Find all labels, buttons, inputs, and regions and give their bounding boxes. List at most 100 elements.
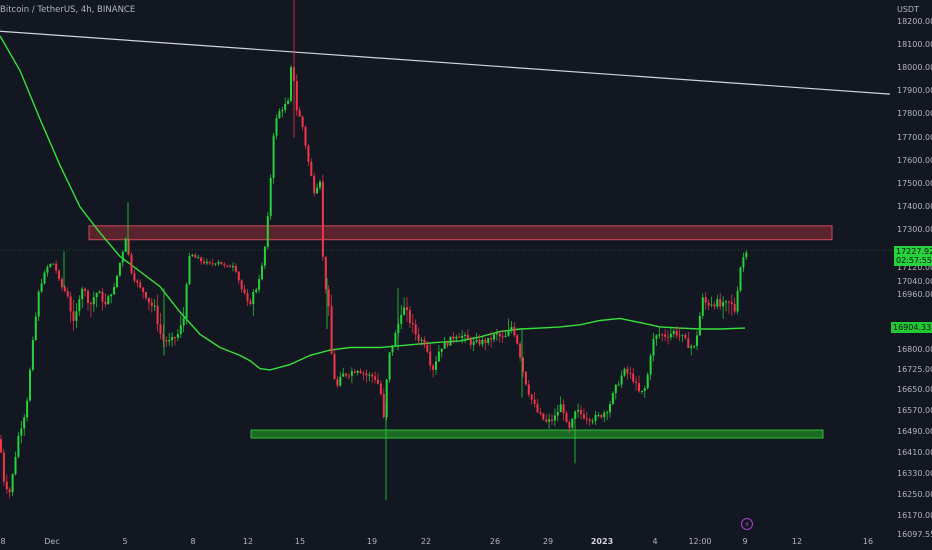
candle-body bbox=[420, 339, 423, 341]
candle-body bbox=[649, 355, 652, 375]
candle-body bbox=[664, 334, 667, 337]
candle-body bbox=[78, 299, 81, 312]
x-tick-label: 8 bbox=[0, 537, 6, 546]
y-tick-label: 16250.00 bbox=[897, 489, 932, 499]
candle-body bbox=[400, 314, 403, 324]
candle-body bbox=[527, 384, 530, 395]
candle-body bbox=[150, 302, 153, 306]
candle-body bbox=[388, 352, 391, 380]
y-tick-label: 16330.00 bbox=[897, 468, 932, 478]
candle-body bbox=[330, 306, 333, 354]
candle-body bbox=[371, 374, 374, 377]
candle-body bbox=[495, 333, 498, 335]
candle-body bbox=[455, 336, 458, 339]
candle-body bbox=[240, 280, 243, 290]
candle-body bbox=[594, 415, 597, 421]
candle-body bbox=[17, 435, 20, 457]
candle-body bbox=[443, 342, 446, 349]
candle-body bbox=[377, 379, 379, 384]
candle-body bbox=[272, 135, 275, 178]
candle-body bbox=[203, 261, 205, 264]
candle-body bbox=[113, 286, 116, 295]
candle-body bbox=[89, 302, 92, 305]
x-tick-label: 5 bbox=[122, 537, 128, 546]
candle-body bbox=[620, 375, 623, 385]
candle-body bbox=[391, 345, 394, 353]
candle-body bbox=[643, 388, 646, 391]
candle-body bbox=[548, 419, 551, 422]
candle-body bbox=[165, 340, 168, 342]
candle-body bbox=[432, 365, 435, 370]
candle-body bbox=[188, 256, 191, 285]
candle-body bbox=[739, 267, 742, 291]
candle-body bbox=[745, 252, 748, 258]
candle-body bbox=[632, 373, 635, 382]
candle-body bbox=[545, 419, 548, 422]
candle-body bbox=[336, 379, 339, 386]
candle-body bbox=[672, 331, 675, 334]
candle-body bbox=[417, 334, 420, 341]
candle-body bbox=[243, 289, 246, 294]
candle-body bbox=[0, 439, 2, 453]
candle-body bbox=[313, 175, 316, 194]
x-tick-label: 12 bbox=[791, 537, 803, 546]
candle-body bbox=[553, 415, 556, 421]
candle-body bbox=[159, 324, 162, 334]
support-zone bbox=[250, 429, 824, 439]
candle-body bbox=[725, 301, 727, 303]
candle-body bbox=[324, 256, 327, 290]
candle-body bbox=[658, 334, 661, 336]
x-tick-label: 12:00 bbox=[688, 537, 712, 546]
candle-body bbox=[223, 264, 226, 266]
candle-body bbox=[200, 257, 203, 262]
candle-body bbox=[655, 335, 658, 340]
candle-body bbox=[249, 300, 252, 305]
y-tick-label: 17700.00 bbox=[897, 132, 932, 142]
candle-body bbox=[98, 291, 101, 294]
candle-body bbox=[406, 307, 408, 310]
y-tick-label: 16170.00 bbox=[897, 510, 932, 520]
x-tick-label: 12 bbox=[242, 537, 254, 546]
y-tick-label: 16410.00 bbox=[897, 448, 932, 457]
y-tick-label: 17400.00 bbox=[897, 201, 932, 211]
candle-body bbox=[698, 315, 701, 336]
candle-body bbox=[713, 304, 716, 307]
y-tick-label: 17500.00 bbox=[897, 178, 932, 188]
candle-body bbox=[591, 420, 594, 422]
candle-body bbox=[237, 271, 240, 281]
candle-body bbox=[661, 334, 664, 336]
candle-body bbox=[577, 409, 580, 412]
candle-body bbox=[452, 336, 455, 339]
candle-body bbox=[275, 118, 278, 136]
candle-body bbox=[133, 272, 136, 281]
candle-body bbox=[426, 344, 429, 352]
candle-body bbox=[681, 334, 684, 336]
candle-body bbox=[652, 339, 655, 356]
candle-body bbox=[127, 238, 130, 255]
candle-body bbox=[284, 103, 287, 110]
candle-body bbox=[171, 337, 174, 341]
candle-body bbox=[156, 305, 159, 325]
candle-body bbox=[153, 305, 156, 307]
lightning-icon[interactable]: ⚡ bbox=[741, 518, 753, 530]
candle-body bbox=[252, 292, 255, 305]
y-tick-label: 17120.00 bbox=[897, 263, 932, 273]
candle-body bbox=[234, 266, 237, 272]
candle-body bbox=[507, 330, 510, 336]
candle-body bbox=[585, 418, 588, 420]
x-tick-label: 19 bbox=[366, 537, 378, 546]
y-tick-label: 16800.00 bbox=[897, 345, 932, 355]
candle-body bbox=[84, 288, 87, 291]
chart-title: Bitcoin / TetherUS, 4h, BINANCE bbox=[0, 5, 136, 15]
candle-body bbox=[49, 264, 52, 267]
candle-body bbox=[562, 404, 565, 414]
candle-body bbox=[345, 373, 348, 376]
currency-label: USDT bbox=[897, 5, 919, 14]
candle-body bbox=[124, 238, 127, 252]
candle-body bbox=[510, 326, 513, 331]
candle-body bbox=[266, 216, 269, 247]
candle-body bbox=[368, 374, 371, 376]
candle-body bbox=[565, 413, 568, 423]
